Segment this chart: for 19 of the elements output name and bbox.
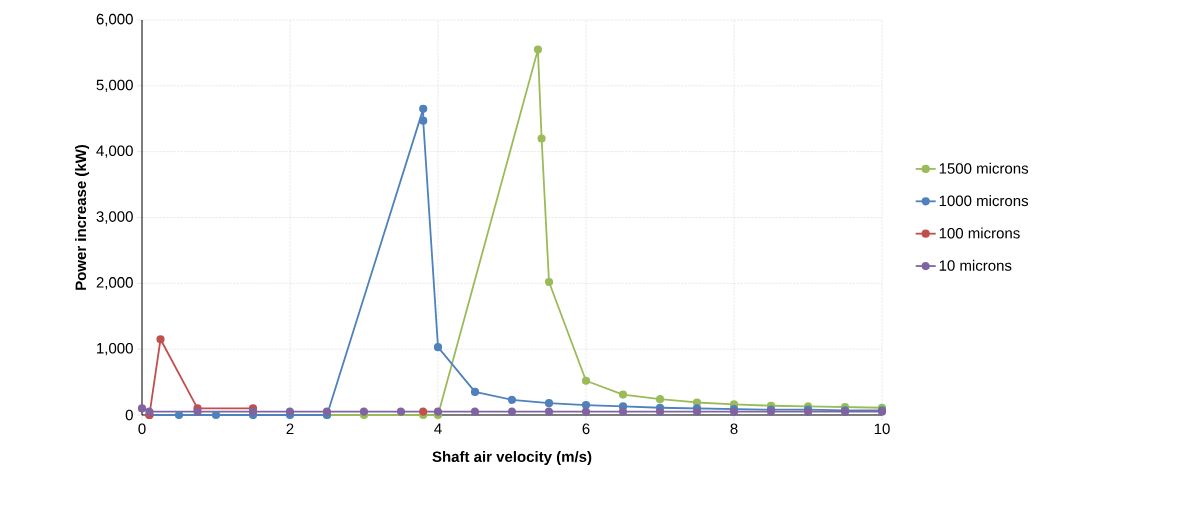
y-tick-label: 0: [125, 409, 133, 421]
y-tick-label: 5,000: [96, 79, 133, 93]
legend-label: 1500 microns: [939, 162, 1029, 174]
x-tick-label: 6: [582, 423, 590, 435]
legend-label: 100 microns: [939, 227, 1020, 239]
y-tick-label: 4,000: [96, 145, 133, 158]
x-tick-label: 8: [730, 423, 738, 435]
y-tick-label: 3,000: [96, 211, 133, 224]
legend-label: 1000 microns: [939, 195, 1029, 207]
y-tick-label: 1,000: [97, 342, 133, 356]
y-tick-label: 2,000: [96, 277, 133, 290]
x-tick-label: 2: [286, 423, 294, 434]
legend-label: 10 microns: [939, 259, 1012, 271]
x-tick-label: 10: [874, 423, 890, 435]
x-axis-title: Shaft air velocity (m/s): [432, 451, 592, 465]
y-tick-label: 6,000: [96, 13, 133, 27]
x-tick-label: 0: [138, 423, 146, 435]
x-tick-label: 4: [434, 423, 442, 434]
y-axis-title: Power increase (kW): [75, 144, 90, 290]
